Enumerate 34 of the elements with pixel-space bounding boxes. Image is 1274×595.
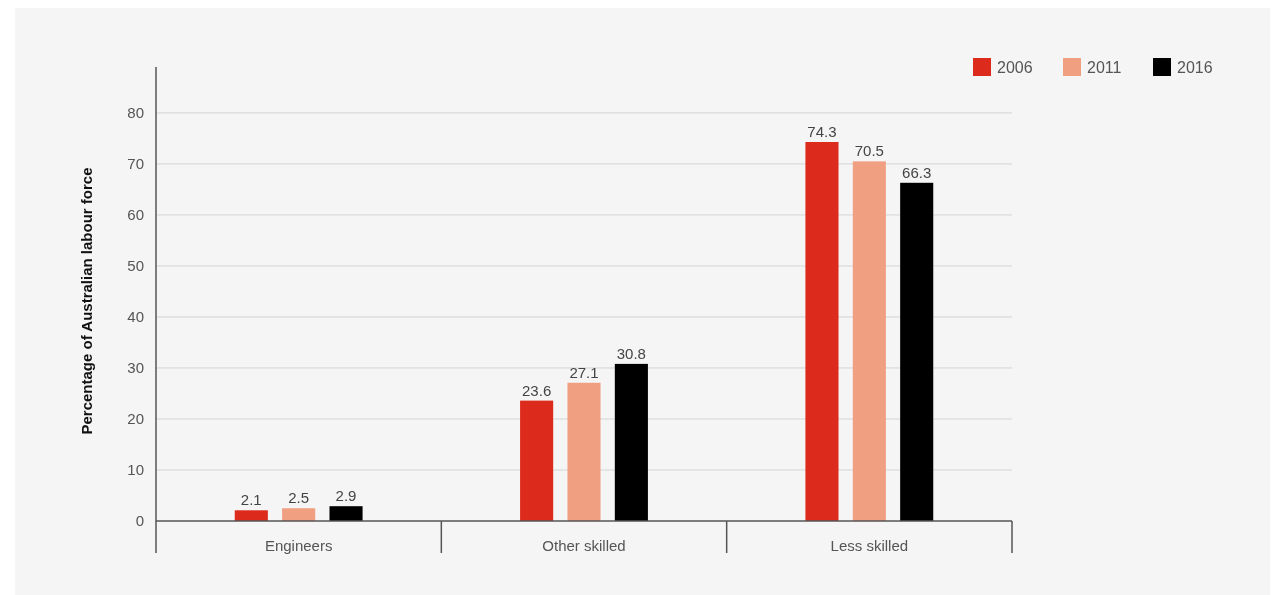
y-tick-label: 40 <box>127 308 144 326</box>
bar <box>329 506 363 521</box>
legend-label: 2011 <box>1087 59 1122 76</box>
y-axis-title: Percentage of Australian labour force <box>78 167 95 435</box>
data-label: 74.3 <box>807 122 837 140</box>
data-label: 30.8 <box>616 344 646 362</box>
bar <box>614 363 648 521</box>
data-label: 70.5 <box>854 142 884 160</box>
y-tick-label: 80 <box>127 104 144 122</box>
bar <box>234 510 268 521</box>
x-tick-label: Less skilled <box>830 537 909 554</box>
data-label: 2.9 <box>335 487 357 505</box>
bar <box>805 141 839 521</box>
y-tick-label: 10 <box>127 461 144 479</box>
y-tick-label: 50 <box>127 257 144 275</box>
data-label: 2.1 <box>240 491 262 509</box>
data-label: 2.5 <box>288 489 310 507</box>
bar <box>567 382 601 521</box>
y-tick-label: 0 <box>135 512 144 530</box>
bar <box>900 182 934 521</box>
y-tick-label: 70 <box>127 155 144 173</box>
x-tick-label: Other skilled <box>542 537 626 554</box>
data-label: 27.1 <box>569 363 599 381</box>
y-tick-label: 20 <box>127 410 144 428</box>
data-label: 66.3 <box>902 163 932 181</box>
legend-label: 2006 <box>997 59 1033 76</box>
bar <box>282 508 316 521</box>
bar <box>520 400 554 521</box>
y-tick-label: 60 <box>127 206 144 224</box>
y-tick-label: 30 <box>127 359 144 377</box>
data-label: 23.6 <box>522 381 552 399</box>
legend-label: 2016 <box>1177 59 1213 76</box>
bar <box>852 161 886 521</box>
x-tick-label: Engineers <box>264 537 333 554</box>
